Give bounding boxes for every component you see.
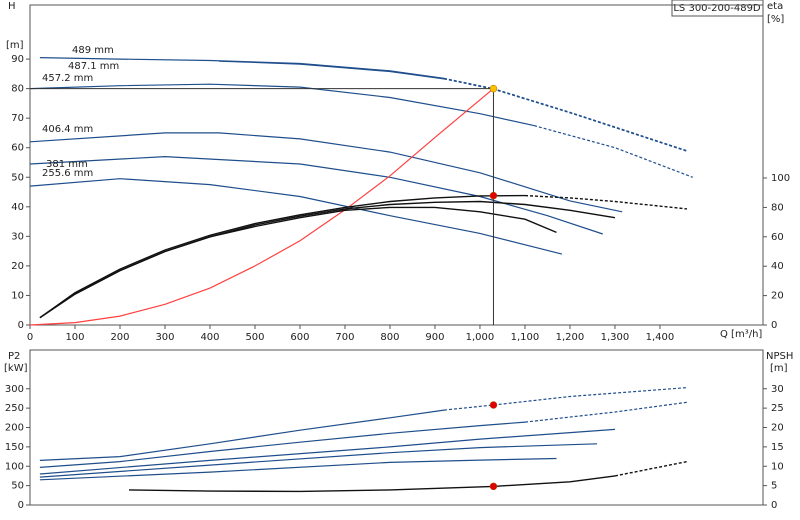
curve: [39, 409, 445, 461]
x-tick-label: 900: [425, 332, 444, 343]
y-axis-label: H: [8, 1, 16, 12]
y-tick-label: 50: [11, 172, 24, 183]
plot-frame: [29, 349, 764, 506]
curve: [443, 387, 688, 411]
x-tick-label: 800: [380, 332, 399, 343]
y-tick-label: 20: [11, 261, 24, 272]
curve: [39, 194, 526, 319]
y2-tick-label: 80: [771, 202, 784, 213]
curve-label: 489 mm: [72, 45, 114, 56]
curve: [39, 457, 557, 481]
curve: [524, 401, 688, 423]
y-tick-label: 250: [5, 403, 24, 414]
y2-axis-label: eta: [767, 1, 783, 12]
y-axis-unit: [kW]: [4, 363, 28, 374]
x-tick-label: 500: [245, 332, 264, 343]
curve-label: 406.4 mm: [42, 124, 93, 135]
x-tick-label: 300: [155, 332, 174, 343]
x-tick-label: 400: [200, 332, 219, 343]
curve: [29, 178, 563, 255]
y-tick-label: 50: [11, 481, 24, 492]
title-box-text: LS 300-200-489D: [673, 3, 761, 14]
y2-tick-label: 5: [771, 481, 777, 492]
y2-tick-label: 15: [771, 442, 784, 453]
curve: [614, 460, 688, 477]
x-tick-label: 0: [27, 332, 33, 343]
curve-label: 381 mm: [46, 159, 88, 170]
curve-label: 457.2 mm: [42, 73, 93, 84]
y-tick-label: 30: [11, 231, 24, 242]
y-tick-label: 0: [18, 320, 24, 331]
y-tick-label: 200: [5, 423, 24, 434]
y2-tick-label: 20: [771, 423, 784, 434]
y-tick-label: 10: [11, 290, 24, 301]
curve: [524, 194, 688, 210]
y2-tick-label: 60: [771, 232, 784, 243]
y-axis-unit: [m]: [6, 40, 24, 51]
curve-label: 487.1 mm: [68, 61, 119, 72]
y2-tick-label: 25: [771, 403, 784, 414]
y2-tick-label: 10: [771, 461, 784, 472]
curve: [29, 132, 623, 213]
curve: [39, 428, 616, 475]
curve: [39, 206, 557, 319]
y2-axis-label: NPSH: [766, 351, 793, 362]
x-tick-label: 600: [290, 332, 309, 343]
curve: [39, 421, 526, 468]
y2-tick-label: 30: [771, 384, 784, 395]
duty-point: [489, 84, 498, 93]
y-tick-label: 40: [11, 202, 24, 213]
x-tick-label: 100: [65, 332, 84, 343]
x-tick-label: 200: [110, 332, 129, 343]
x-tick-label: 1,100: [511, 332, 540, 343]
y2-axis-unit: [m]: [770, 363, 788, 374]
y-tick-label: 70: [11, 113, 24, 124]
curve: [29, 83, 535, 127]
curve-label: 255.6 mm: [42, 168, 93, 179]
curve: [29, 155, 603, 235]
y2-tick-label: 20: [771, 291, 784, 302]
curve: [39, 443, 598, 478]
y-tick-label: 80: [11, 84, 24, 95]
plot-frame: [29, 4, 764, 326]
duty-point: [489, 191, 498, 200]
curve: [443, 78, 688, 152]
curve: [533, 125, 694, 178]
duty-point: [489, 401, 498, 409]
x-tick-label: 700: [335, 332, 354, 343]
x-axis-label: Q [m³/h]: [720, 329, 762, 340]
y-tick-label: 300: [5, 384, 24, 395]
curve: [29, 88, 494, 326]
curve: [218, 60, 445, 80]
duty-point: [489, 482, 498, 491]
y2-tick-label: 100: [771, 173, 790, 184]
y-tick-label: 60: [11, 143, 24, 154]
y2-tick-label: 0: [771, 320, 777, 331]
y2-tick-label: 0: [771, 500, 777, 511]
y-tick-label: 0: [18, 500, 24, 511]
x-tick-label: 1,300: [601, 332, 630, 343]
y-tick-label: 100: [5, 461, 24, 472]
y-tick-label: 150: [5, 442, 24, 453]
x-tick-label: 1,400: [646, 332, 675, 343]
y2-axis-unit: [%]: [767, 14, 784, 25]
x-tick-label: 1,200: [556, 332, 585, 343]
curve: [39, 200, 616, 319]
y-axis-label: P2: [8, 351, 20, 362]
curve: [128, 475, 616, 493]
y2-tick-label: 40: [771, 261, 784, 272]
y-tick-label: 90: [11, 54, 24, 65]
x-tick-label: 1,000: [466, 332, 495, 343]
